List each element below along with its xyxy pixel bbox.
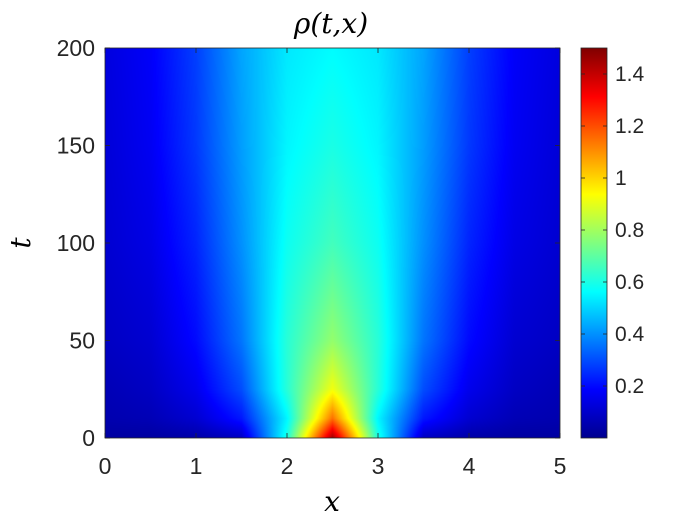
colorbar-ticks: 0.2 0.4 0.6 0.8 1 1.2 1.4 — [581, 63, 645, 398]
x-tick-label: 4 — [463, 453, 476, 479]
x-tick-label: 0 — [99, 453, 112, 479]
colorbar-tick-label: 1.4 — [615, 63, 645, 86]
colorbar — [580, 47, 608, 439]
colorbar-tick-label: 0.6 — [615, 271, 644, 294]
y-tick-label: 150 — [57, 133, 95, 159]
y-tick-label: 50 — [69, 328, 95, 354]
x-tick-label: 1 — [190, 453, 203, 479]
y-tick-label: 200 — [57, 35, 95, 61]
heatmap-plot-area — [105, 48, 560, 438]
x-tick-label: 2 — [281, 453, 294, 479]
x-tick-label: 3 — [372, 453, 385, 479]
y-axis-ticks: 0 50 100 150 200 — [57, 35, 560, 451]
colorbar-tick-label: 0.2 — [615, 375, 644, 398]
colorbar-tick-label: 0.8 — [615, 219, 644, 242]
colorbar-tick-label: 1.2 — [615, 115, 644, 138]
y-tick-label: 100 — [57, 230, 95, 256]
colorbar-tick-label: 0.4 — [615, 323, 645, 346]
chart-title: ρ(t,x) — [293, 7, 368, 40]
x-axis-label: x — [324, 485, 340, 518]
colorbar-tick-label: 1 — [615, 167, 627, 190]
x-axis-ticks: 0 1 2 3 4 5 — [99, 48, 567, 479]
x-tick-label: 5 — [554, 453, 567, 479]
y-axis-label: t — [4, 237, 37, 249]
y-tick-label: 0 — [82, 425, 95, 451]
